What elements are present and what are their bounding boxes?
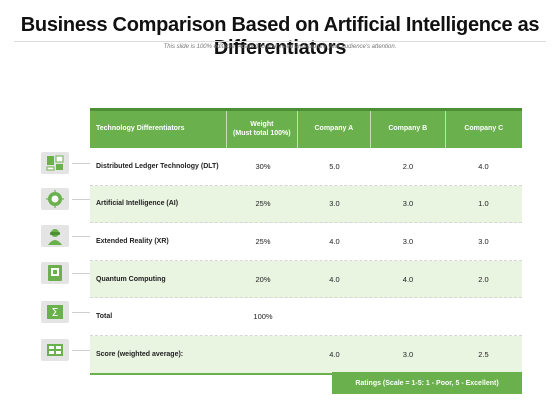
company-b-cell <box>371 298 445 335</box>
table-row: Distributed Ledger Technology (DLT) 30% … <box>90 148 522 186</box>
company-c-cell: 3.0 <box>478 236 489 246</box>
weight-cell: 100% <box>253 312 273 322</box>
row-label: Artificial Intelligence (AI) <box>96 200 179 208</box>
company-c-cell: 2.5 <box>478 349 489 359</box>
svg-text:Σ: Σ <box>52 306 59 319</box>
company-a-cell: 3.0 <box>329 199 340 209</box>
table-row: Score (weighted average): 4.0 3.0 2.5 <box>90 335 522 373</box>
company-c-cell: 2.0 <box>478 274 489 284</box>
company-c-cell: 1.0 <box>478 199 489 209</box>
scorecard-icon <box>41 339 69 361</box>
table-row: Total 100% <box>90 298 522 336</box>
connector-line <box>72 199 90 200</box>
company-b-cell: 3.0 <box>402 236 414 246</box>
connector-line <box>72 312 90 313</box>
company-b-cell: 2.0 <box>402 161 414 171</box>
weight-cell: 25% <box>255 236 271 246</box>
row-label: Total <box>96 313 113 321</box>
company-c-cell: 4.0 <box>478 161 489 171</box>
company-a-cell <box>298 298 371 335</box>
company-a-cell: 4.0 <box>329 236 340 246</box>
company-b-cell: 4.0 <box>402 274 414 284</box>
ratings-note: Ratings (Scale = 1-5: 1 - Poor, 5 - Exce… <box>332 372 522 394</box>
company-c-cell <box>445 298 522 335</box>
column-header: Weight (Must total 100%) <box>227 111 298 148</box>
ledger-icon <box>41 152 69 174</box>
table-row: Artificial Intelligence (AI) 25% 3.0 3.0… <box>90 185 522 224</box>
vr-headset-icon <box>41 225 69 247</box>
page-subtitle: This slide is 100% editable. Adapt it to… <box>163 44 397 50</box>
row-label: Quantum Computing <box>96 275 166 283</box>
column-header: Technology Differentiators <box>90 111 228 148</box>
connector-line <box>72 163 90 164</box>
table-row: Quantum Computing 20% 4.0 4.0 2.0 <box>90 260 522 299</box>
company-a-cell: 4.0 <box>329 349 340 359</box>
weight-cell: 30% <box>255 161 271 171</box>
company-a-cell: 5.0 <box>329 161 340 171</box>
row-label: Extended Reality (XR) <box>96 237 169 245</box>
connector-line <box>72 350 90 351</box>
company-a-cell: 4.0 <box>329 274 340 284</box>
weight-cell: 25% <box>255 199 271 209</box>
table-header: Technology Differentiators Weight (Must t… <box>90 108 522 148</box>
company-b-cell: 3.0 <box>402 199 414 209</box>
comparison-table: Technology Differentiators Weight (Must t… <box>90 108 522 375</box>
page-title: Business Comparison Based on Artificial … <box>20 14 540 59</box>
sum-icon: Σ <box>41 301 69 323</box>
column-header: Company C <box>464 125 504 133</box>
quantum-computer-icon <box>41 262 69 284</box>
row-label: Distributed Ledger Technology (DLT) <box>96 162 219 170</box>
weight-cell <box>228 336 298 373</box>
title-divider <box>14 41 546 42</box>
weight-cell: 20% <box>255 274 271 284</box>
table-bottom-rule <box>90 372 522 375</box>
connector-line <box>72 273 90 274</box>
column-header: Company A <box>298 111 372 148</box>
connector-line <box>72 236 90 237</box>
ai-chip-icon <box>41 188 69 210</box>
table-row: Extended Reality (XR) 25% 4.0 3.0 3.0 <box>90 223 522 261</box>
company-b-cell: 3.0 <box>402 349 414 359</box>
column-header: Company B <box>371 111 446 148</box>
row-label: Score (weighted average): <box>96 350 184 358</box>
